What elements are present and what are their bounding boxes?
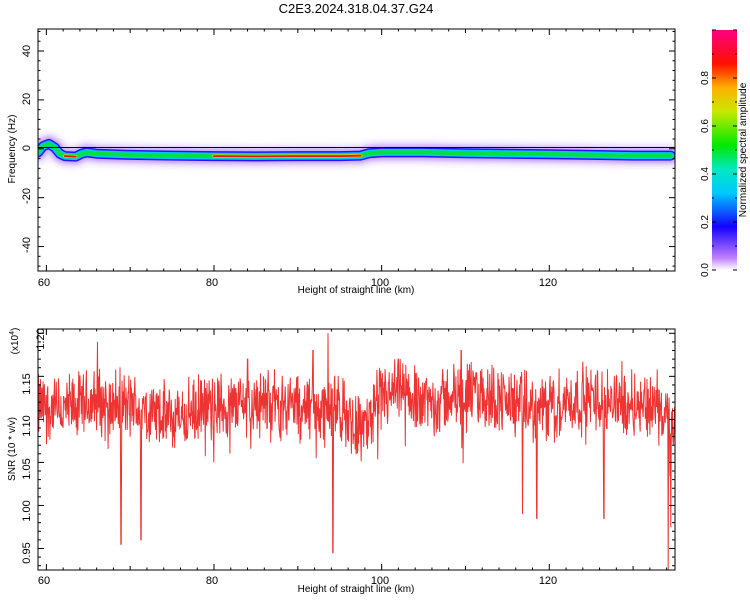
snr-y-tick-label: 1.10 [21,415,33,436]
colorbar-tick-label: 0.0 [700,263,711,277]
spectrogram-y-axis-label: Frequency (Hz) [7,115,18,184]
snr-x-tick-label: 120 [539,575,557,587]
spectrogram-y-tick-label: 20 [21,93,33,105]
colorbar-ticks [712,29,737,271]
spectrogram-panel: 60 80 100 120 Height of straight line (k… [7,28,676,296]
snr-y-tick-label: 1.05 [21,458,33,479]
snr-y-tick-label: 1.15 [21,373,33,394]
figure-title: C2E3.2024.318.04.37.G24 [279,1,434,16]
ridge-peak-band [63,155,77,158]
spectrogram-x-tick-label: 80 [206,277,218,289]
colorbar-gradient [712,30,737,270]
snr-x-tick-label: 80 [206,575,218,587]
colorbar: 0.0 0.2 0.4 0.6 0.8 Normalized spectral … [700,29,749,277]
spectrogram-frame [37,28,676,272]
spectrogram-x-axis-label: Height of straight line (km) [298,285,415,296]
spectrogram-ridge [38,132,675,168]
snr-series-line [38,333,675,570]
colorbar-tick-label: 0.4 [700,167,711,181]
spectrogram-x-tick-label: 100 [371,277,389,289]
snr-y-tick-label: 1.20 [35,328,47,349]
spectrogram-x-tick-label: 60 [38,277,50,289]
snr-frame [37,328,676,571]
snr-x-axis-label: Height of straight line (km) [298,584,415,595]
spectrogram-y-tick-label: -40 [21,237,33,253]
spectrogram-y-tick-label: 0 [21,145,33,151]
snr-panel: 60 80 100 120 Height of straight line (k… [7,328,676,595]
colorbar-tick-label: 0.8 [700,71,711,85]
snr-multiplier-label: (x104) [9,328,21,355]
spectrogram-ticks [38,29,675,271]
colorbar-label: Normalized spectral amplitude [738,82,749,217]
colorbar-tick-label: 0.2 [700,215,711,229]
spectrogram-y-tick-label: 40 [21,45,33,57]
snr-y-tick-label: 1.00 [21,500,33,521]
snr-y-axis-label: SNR (10 * v/v) [7,417,18,481]
snr-ticks [38,329,675,570]
spectrogram-x-tick-label: 120 [539,277,557,289]
spectrogram-y-tick-label: -20 [21,188,33,204]
snr-y-tick-label: 0.95 [21,542,33,563]
snr-x-tick-label: 100 [371,575,389,587]
ridge-peak-band [213,154,362,158]
colorbar-tick-label: 0.6 [700,119,711,133]
snr-x-tick-label: 60 [38,575,50,587]
